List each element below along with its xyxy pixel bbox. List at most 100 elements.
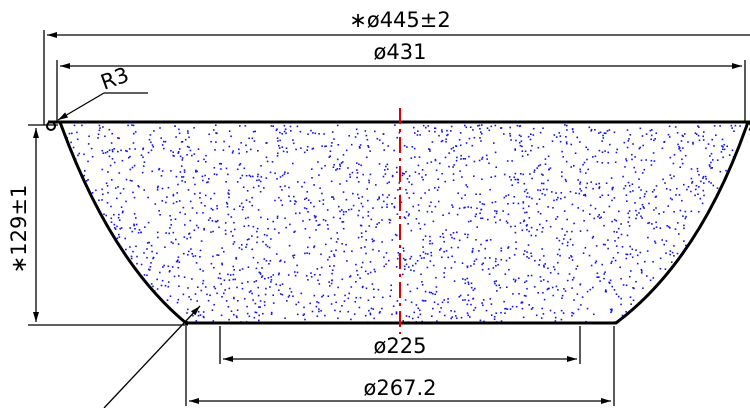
stipple-dot — [342, 213, 345, 216]
stipple-dot — [710, 182, 712, 184]
stipple-dot — [687, 271, 690, 274]
stipple-dot — [727, 269, 730, 272]
stipple-dot — [189, 236, 192, 239]
stipple-dot — [693, 296, 696, 298]
stipple-dot — [305, 275, 308, 277]
stipple-dot — [385, 263, 387, 265]
stipple-dot — [582, 163, 584, 166]
stipple-dot — [272, 302, 275, 304]
stipple-dot — [452, 179, 455, 181]
stipple-dot — [378, 163, 381, 165]
stipple-dot — [66, 187, 69, 190]
stipple-dot — [372, 308, 375, 310]
stipple-dot — [455, 159, 458, 162]
stipple-dot — [252, 225, 255, 228]
stipple-dot — [199, 268, 201, 271]
stipple-dot — [530, 234, 533, 237]
stipple-dot — [712, 261, 714, 264]
stipple-dot — [88, 272, 91, 274]
stipple-dot — [366, 138, 369, 141]
stipple-dot — [339, 183, 341, 185]
stipple-dot — [109, 278, 111, 280]
stipple-dot — [279, 176, 282, 178]
stipple-dot — [118, 213, 120, 216]
stipple-dot — [172, 231, 175, 234]
stipple-dot — [278, 196, 280, 199]
stipple-dot — [569, 238, 572, 241]
stipple-dot — [669, 314, 671, 316]
stipple-dot — [571, 259, 574, 261]
stipple-dot — [93, 286, 96, 289]
stipple-dot — [112, 249, 115, 251]
stipple-dot — [695, 188, 697, 191]
stipple-dot — [698, 236, 701, 239]
stipple-dot — [288, 195, 290, 197]
stipple-dot — [73, 178, 75, 180]
stipple-dot — [715, 315, 717, 318]
stipple-dot — [494, 151, 497, 154]
stipple-dot — [418, 209, 420, 212]
stipple-dot — [696, 282, 699, 285]
stipple-dot — [330, 145, 333, 147]
stipple-dot — [371, 240, 374, 243]
stipple-dot — [117, 150, 119, 153]
stipple-dot — [152, 146, 155, 148]
stipple-dot — [481, 158, 483, 160]
stipple-dot — [435, 286, 438, 288]
stipple-dot — [724, 220, 726, 222]
stipple-dot — [518, 134, 521, 137]
stipple-dot — [239, 205, 241, 207]
stipple-dot — [391, 203, 393, 205]
stipple-dot — [313, 294, 316, 297]
stipple-dot — [537, 189, 539, 191]
stipple-dot — [448, 152, 450, 154]
stipple-dot — [678, 148, 680, 150]
stipple-dot — [742, 142, 745, 145]
stipple-dot — [526, 287, 528, 290]
stipple-dot — [408, 213, 410, 215]
stipple-dot — [91, 192, 94, 194]
stipple-dot — [228, 279, 231, 281]
stipple-dot — [690, 210, 693, 213]
stipple-dot — [418, 156, 421, 158]
stipple-dot — [666, 225, 668, 227]
stipple-dot — [255, 311, 258, 314]
stipple-dot — [542, 188, 545, 191]
stipple-dot — [515, 247, 517, 250]
stipple-dot — [372, 207, 374, 209]
stipple-dot — [556, 216, 559, 218]
stipple-dot — [456, 213, 459, 216]
stipple-dot — [129, 179, 132, 182]
stipple-dot — [629, 253, 632, 255]
stipple-dot — [703, 308, 706, 310]
stipple-dot — [607, 162, 609, 164]
dim-label-inner-bottom-diameter: ø225 — [374, 334, 427, 358]
stipple-dot — [654, 240, 656, 243]
stipple-dot — [324, 145, 326, 148]
stipple-dot — [668, 304, 670, 306]
stipple-dot — [106, 240, 109, 243]
stipple-dot — [451, 204, 453, 206]
stipple-dot — [236, 181, 239, 183]
stipple-dot — [653, 160, 656, 162]
stipple-dot — [68, 158, 70, 161]
stipple-dot — [457, 246, 459, 249]
stipple-dot — [98, 129, 101, 132]
stipple-dot — [256, 175, 259, 178]
stipple-dot — [684, 217, 687, 220]
stipple-dot — [156, 189, 159, 191]
stipple-dot — [292, 139, 294, 141]
stipple-dot — [362, 285, 364, 288]
stipple-dot — [424, 174, 427, 176]
stipple-dot — [704, 175, 707, 178]
stipple-dot — [111, 179, 113, 181]
stipple-dot — [522, 173, 525, 176]
stipple-dot — [629, 296, 632, 298]
stipple-dot — [535, 234, 537, 237]
stipple-dot — [278, 147, 281, 149]
stipple-dot — [500, 250, 503, 252]
stipple-dot — [281, 204, 284, 206]
stipple-dot — [707, 301, 710, 304]
stipple-dot — [651, 223, 653, 225]
stipple-dot — [179, 171, 182, 173]
